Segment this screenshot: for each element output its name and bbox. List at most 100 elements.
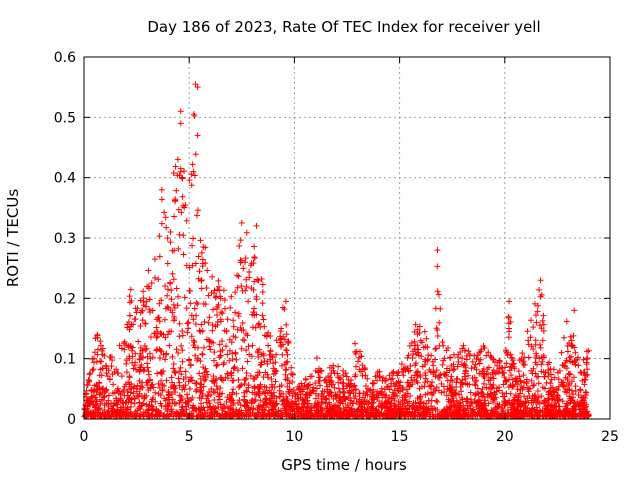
data-point [429,358,436,365]
data-point [115,370,122,377]
data-point [510,383,517,390]
data-point [502,398,509,405]
data-point [535,380,542,387]
data-point [443,347,450,354]
data-point [454,412,461,419]
data-point [463,352,470,359]
data-point [446,398,453,405]
data-point [170,170,177,177]
data-point [414,346,421,353]
data-point [206,314,213,321]
data-point [173,187,180,194]
data-point [211,357,218,364]
data-point [468,365,475,372]
data-point [520,372,527,379]
data-point [536,322,543,329]
data-point [198,321,205,328]
data-point [234,272,241,279]
data-point [181,294,188,301]
data-point [584,355,591,362]
data-point [99,345,106,352]
data-point [223,327,230,334]
data-point [434,327,441,334]
data-point [537,293,544,300]
data-point [170,365,177,372]
data-point [165,396,172,403]
data-point [126,312,133,319]
data-point [353,363,360,370]
data-point [560,413,567,420]
data-point [185,378,192,385]
data-point [122,399,129,406]
data-point [149,403,156,410]
data-point [503,348,510,355]
data-point [158,196,165,203]
data-point [215,301,222,308]
data-point [335,379,342,386]
data-point [110,402,117,409]
data-point [404,365,411,372]
data-point [339,385,346,392]
data-point [105,392,112,399]
data-point [247,372,254,379]
data-point [461,373,468,380]
data-point [234,399,241,406]
data-point [417,393,424,400]
data-point [334,370,341,377]
data-point [559,379,566,386]
data-point [539,337,546,344]
data-point [175,293,182,300]
data-point [565,370,572,377]
data-point [128,343,135,350]
data-point [204,267,211,274]
data-point [531,300,538,307]
data-point [443,392,450,399]
data-point [492,404,499,411]
data-point [483,412,490,419]
data-point [385,397,392,404]
data-point [132,316,139,323]
data-point [244,358,251,365]
data-point [126,373,133,380]
data-point [252,413,259,420]
data-point [449,395,456,402]
data-point [121,383,128,390]
data-point [411,376,418,383]
data-point [569,359,576,366]
data-point [265,342,272,349]
data-point [140,413,147,420]
data-point [189,242,196,249]
data-point [412,362,419,369]
data-point [154,370,161,377]
data-point [479,385,486,392]
y-axis-ticks: 0 0.1 0.2 0.3 0.4 0.5 0.6 [54,50,610,428]
data-point [304,394,311,401]
data-point [221,297,228,304]
data-point [551,374,558,381]
data-point [536,355,543,362]
data-point [162,334,169,341]
data-point [409,381,416,388]
data-point [540,352,547,359]
data-point [218,309,225,316]
data-point [201,377,208,384]
data-point [195,253,202,260]
data-point [465,372,472,379]
data-point [411,406,418,413]
data-point [214,311,220,318]
data-point [390,370,397,377]
data-point [201,319,208,326]
data-point [487,381,494,388]
data-point [570,332,577,339]
data-point [550,388,557,395]
data-point [94,385,101,392]
data-point [367,409,374,416]
data-point [253,222,260,229]
data-point [211,287,218,294]
data-point [407,393,414,400]
data-point [136,378,143,385]
data-point [216,396,223,403]
data-point [158,377,165,384]
data-point [159,387,166,394]
